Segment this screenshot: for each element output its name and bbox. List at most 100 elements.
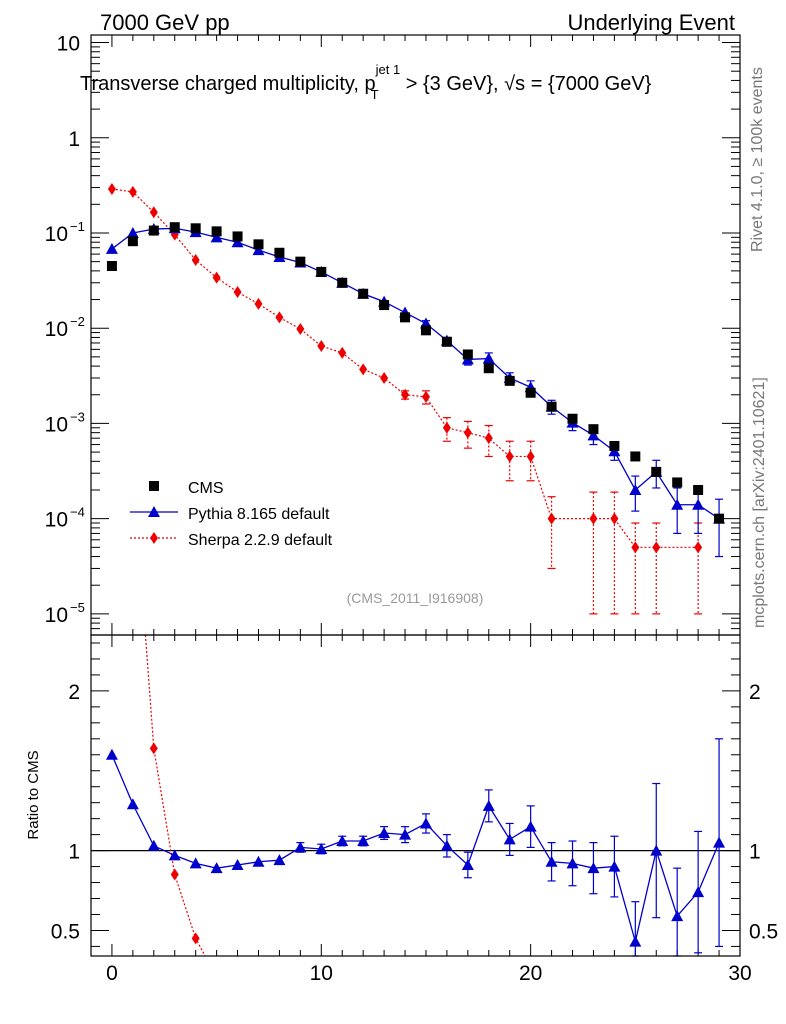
ratio-y-label: Ratio to CMS <box>25 750 42 839</box>
cms-point <box>211 226 222 237</box>
ratio-axes: 0 10 20 30 0.5 0.5 1 1 2 2 <box>51 635 778 985</box>
cms-point <box>546 401 557 412</box>
ratio-frame <box>90 634 741 957</box>
pythia-point <box>105 242 118 254</box>
ratio-pythia-point <box>587 862 600 874</box>
cms-point <box>274 247 285 258</box>
sherpa-point <box>484 432 493 445</box>
pythia-point <box>629 483 642 495</box>
sherpa-point <box>547 512 556 525</box>
ratio-pythia-point <box>168 849 181 861</box>
y-tick-exponent: −2 <box>70 314 85 329</box>
ratio-sherpa-line <box>144 634 206 957</box>
pythia-point <box>252 244 265 256</box>
legend-label: Pythia 8.165 default <box>188 506 330 523</box>
ratio-pythia-point <box>273 854 286 866</box>
pythia-line <box>111 227 720 520</box>
pythia-point <box>692 498 705 510</box>
legend-label: Sherpa 2.2.9 default <box>188 532 333 549</box>
ratio-pythia-point <box>503 833 516 845</box>
ratio-pythia-point <box>608 860 621 872</box>
ratio-pythia-line <box>111 754 720 942</box>
sherpa-point <box>254 297 263 310</box>
pythia-point <box>587 429 600 441</box>
ratio-y-tick-label: 1 <box>68 841 80 864</box>
header-left: 7000 GeV pp <box>100 10 230 35</box>
y-tick-label: 10 <box>45 318 68 341</box>
cms-point <box>462 349 473 360</box>
y-tick-exponent: −1 <box>70 219 85 234</box>
ratio-pythia-point <box>252 855 265 867</box>
cms-point <box>672 477 683 488</box>
side-label-mcplots: mcplots.cern.ch [arXiv:2401.10621] <box>751 377 768 628</box>
y-tick-label: 10 <box>45 413 68 436</box>
x-tick-label: 0 <box>106 962 118 985</box>
ratio-pythia-point <box>419 817 432 829</box>
cms-point <box>609 440 620 451</box>
cms-point <box>400 312 411 323</box>
ratio-sherpa-point <box>149 742 158 755</box>
ratio-pythia-point <box>629 935 642 947</box>
ratio-pythia-point <box>294 841 307 853</box>
sherpa-point <box>463 426 472 439</box>
y-tick-label: 10 <box>45 223 68 246</box>
cms-point <box>232 231 243 242</box>
ratio-pythia-point <box>566 857 579 869</box>
sherpa-point <box>317 340 326 353</box>
cms-point <box>441 336 452 347</box>
ratio-pythia-point <box>482 799 495 811</box>
cms-point <box>169 222 180 233</box>
sherpa-point <box>652 541 661 554</box>
sherpa-point <box>589 512 598 525</box>
cms-point <box>693 484 704 495</box>
sherpa-point <box>631 541 640 554</box>
y-tick-label: 10 <box>45 604 68 627</box>
sherpa-point <box>694 541 703 554</box>
sherpa-point <box>505 450 514 463</box>
ratio-pythia-point <box>545 855 558 867</box>
ratio-pythia-point <box>231 858 244 870</box>
cms-point <box>337 277 348 288</box>
y-tick-exponent: −3 <box>70 409 85 424</box>
legend-sherpa-marker <box>150 532 158 544</box>
ratio-sherpa-point <box>170 868 179 881</box>
cms-point <box>525 387 536 398</box>
cms-point <box>420 325 431 336</box>
ratio-pythia-point <box>126 798 139 810</box>
ratio-pythia-point <box>671 910 684 922</box>
title-sup: jet 1 <box>375 62 401 77</box>
cms-point <box>358 288 369 299</box>
ratio-plot-marks <box>105 634 726 957</box>
y-tick-label: 10 <box>57 33 80 56</box>
sherpa-point <box>401 388 410 401</box>
ratio-y-tick-label: 0.5 <box>51 920 80 943</box>
ratio-pythia-point <box>650 844 663 856</box>
ratio-pythia-point <box>461 858 474 870</box>
sherpa-point <box>526 450 535 463</box>
cms-point <box>148 225 159 236</box>
cms-point <box>588 424 599 435</box>
sherpa-point <box>442 421 451 434</box>
pythia-point <box>482 352 495 364</box>
ratio-pythia-point <box>440 839 453 851</box>
ratio-pythia-point <box>210 862 223 874</box>
legend: CMS Pythia 8.165 default Sherpa 2.2.9 defa… <box>130 480 333 549</box>
cms-point <box>567 413 578 424</box>
title-main: Transverse charged multiplicity, p <box>80 73 376 95</box>
ratio-pythia-point <box>692 886 705 898</box>
header-right: Underlying Event <box>567 10 735 35</box>
cms-point <box>316 266 327 277</box>
ratio-pythia-point <box>524 820 537 832</box>
y-tick-label: 10 <box>45 509 68 532</box>
ratio-pythia-point <box>189 857 202 869</box>
main-plot-marks <box>105 182 726 615</box>
cms-point <box>295 256 306 267</box>
side-label-rivet: Rivet 4.1.0, ≥ 100k events <box>749 67 766 252</box>
sherpa-point <box>421 390 430 403</box>
pythia-point <box>671 498 684 510</box>
ratio-pythia-point <box>399 828 412 840</box>
sherpa-point <box>338 346 347 359</box>
y-tick-label: 1 <box>68 128 80 151</box>
pythia-point <box>210 231 223 243</box>
